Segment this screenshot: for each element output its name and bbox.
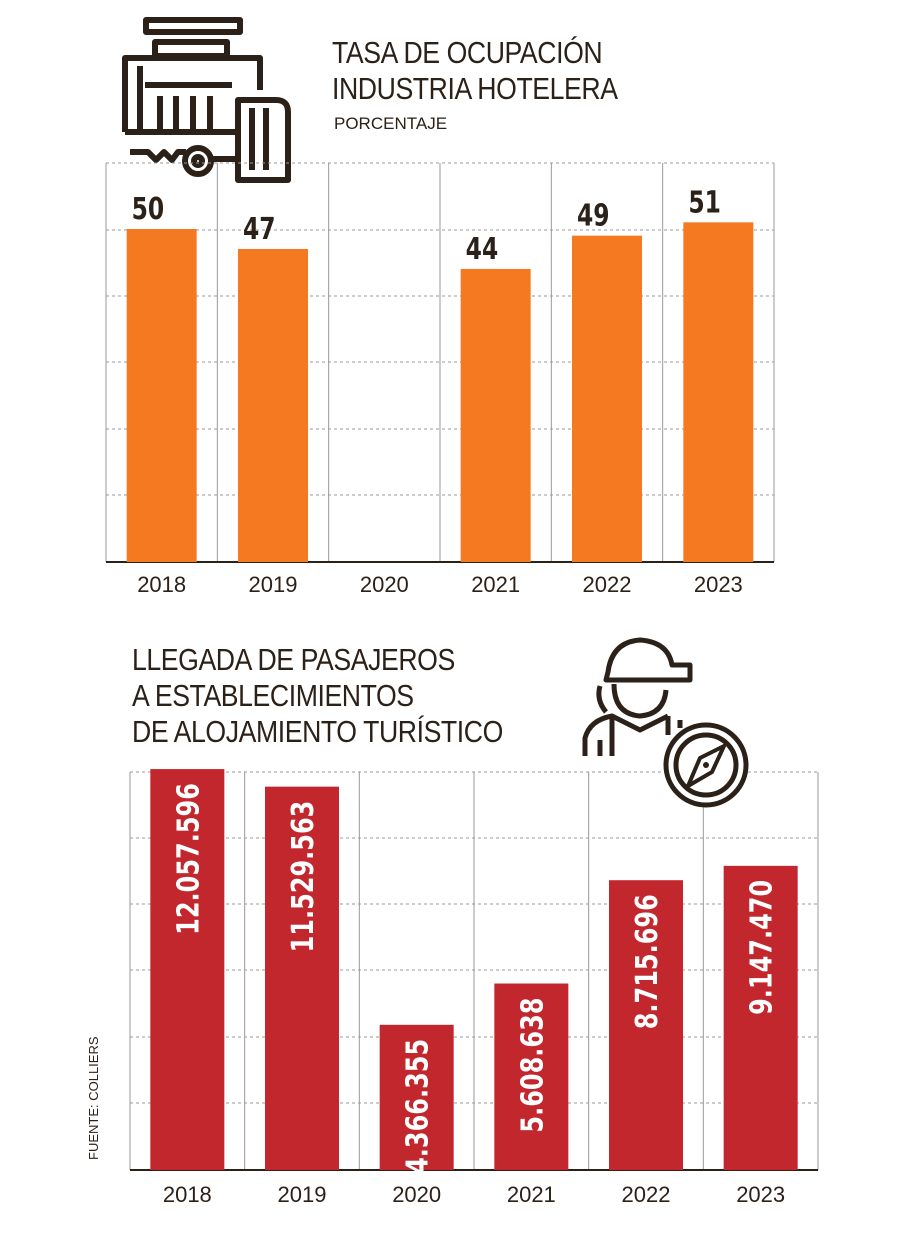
- value-label-2018: 50: [132, 192, 165, 227]
- occupancy-chart: 50 47 44 49 51 2018 2019 2020 2021 2022 2023: [105, 17, 775, 597]
- bar-2018: [150, 769, 225, 1170]
- tick-label-2023: 2023: [736, 1182, 785, 1207]
- bar-2020: [379, 1024, 454, 1170]
- chart1-title-line2: INDUSTRIA HOTELERA: [332, 71, 618, 106]
- bar-2019: [265, 786, 339, 1170]
- chart2-title-line3: DE ALOJAMIENTO TURÍSTICO: [132, 714, 503, 749]
- bar-2021: [494, 983, 569, 1170]
- tick-label-2018: 2018: [137, 572, 186, 597]
- bar-2021: [460, 268, 531, 562]
- chart2-title-line2: A ESTABLECIMIENTOS: [132, 678, 414, 713]
- bar-2022: [609, 880, 683, 1170]
- tick-label-2022: 2022: [583, 572, 632, 597]
- chart2-title-line1: LLEGADA DE PASAJEROS: [132, 642, 455, 677]
- tick-label-2019: 2019: [278, 1182, 327, 1207]
- hotel-keys-icon: [122, 17, 291, 183]
- traveler-compass-icon: [582, 637, 749, 808]
- bar-2022: [572, 235, 642, 562]
- value-label-2023: 51: [688, 186, 721, 221]
- value-label-2023: 9.147.470: [745, 880, 779, 1015]
- tick-label-2020: 2020: [392, 1182, 441, 1207]
- tick-label-2021: 2021: [507, 1182, 556, 1207]
- value-label-2022: 8.715.696: [630, 894, 664, 1029]
- value-label-2018: 12.057.596: [172, 783, 206, 935]
- value-label-2021: 44: [466, 232, 499, 267]
- value-label-2019: 11.529.563: [286, 801, 320, 953]
- tick-label-2020: 2020: [360, 572, 409, 597]
- value-label-2021: 5.608.638: [516, 998, 550, 1133]
- chart1-subtitle: PORCENTAJE: [334, 114, 448, 133]
- bar-2018: [126, 229, 197, 562]
- value-label-2020: 4.366.355: [401, 1039, 435, 1174]
- value-label-2019: 47: [243, 212, 276, 247]
- bar-2023: [683, 222, 754, 562]
- value-label-2022: 49: [577, 199, 610, 234]
- tick-label-2019: 2019: [249, 572, 298, 597]
- bar-2019: [238, 248, 308, 563]
- bar-2023: [723, 865, 798, 1170]
- tick-label-2018: 2018: [163, 1182, 212, 1207]
- tick-label-2022: 2022: [622, 1182, 671, 1207]
- tick-label-2021: 2021: [471, 572, 520, 597]
- chart1-title-line1: TASA DE OCUPACIÓN: [332, 35, 603, 70]
- tick-label-2023: 2023: [694, 572, 743, 597]
